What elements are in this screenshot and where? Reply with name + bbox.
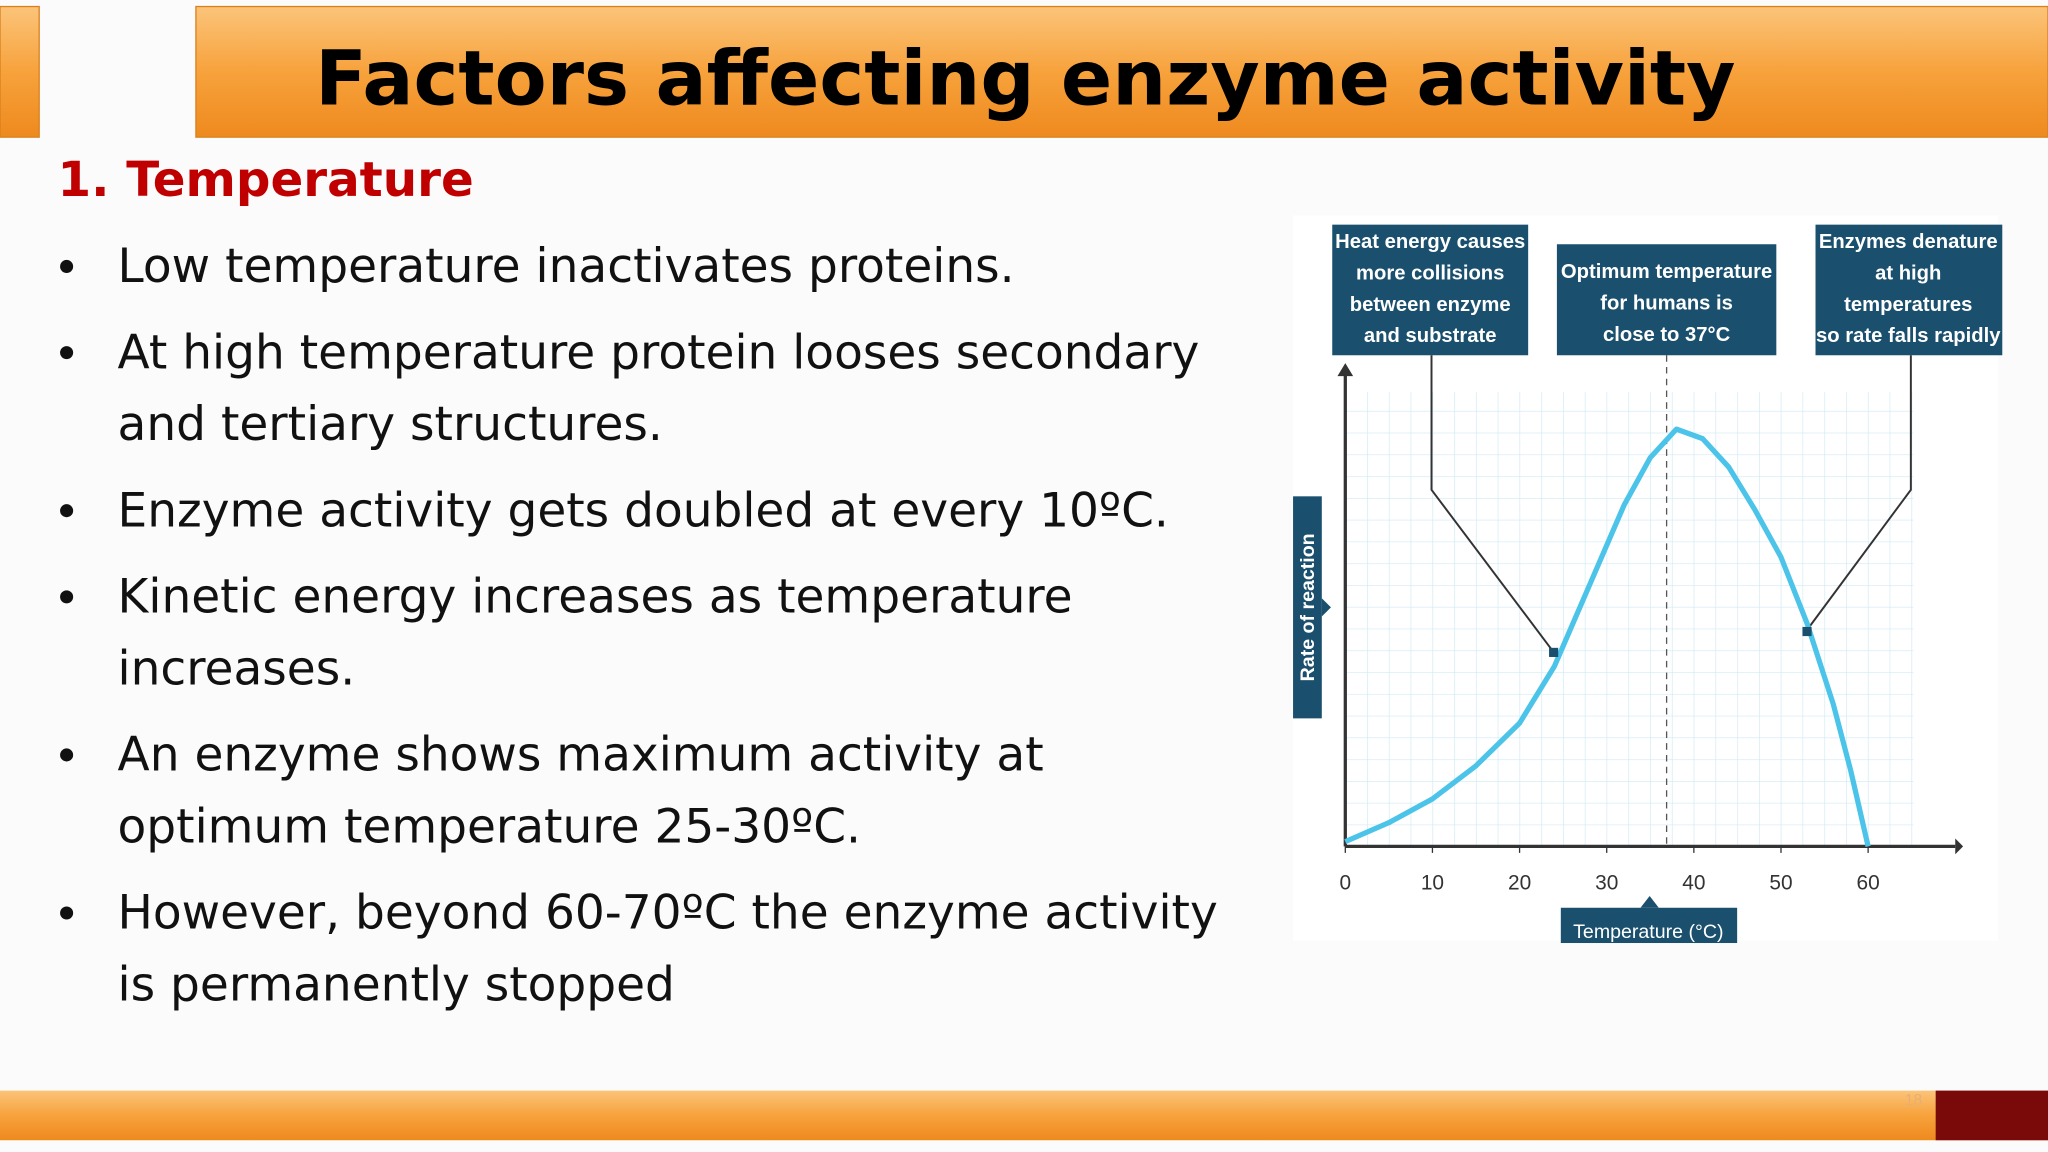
bullet [60, 259, 74, 273]
footer-block [1935, 1090, 2048, 1141]
annotation-box [1815, 224, 2003, 356]
bullet [60, 590, 74, 604]
x-axis-label: Temperature (°C) [1573, 921, 1723, 943]
grid [1345, 391, 1914, 847]
section-heading: 1. Temperature [57, 152, 473, 208]
y-axis-label: Rate of reaction [1297, 533, 1319, 681]
bullet-text: However, beyond 60-70ºC the enzyme activ… [118, 886, 1218, 941]
x-label-box [1560, 907, 1738, 944]
left-tab [0, 5, 40, 138]
footer-bar [0, 1090, 2048, 1141]
connector [1805, 355, 1912, 632]
bullet-text: Low temperature inactivates proteins. [118, 239, 1015, 294]
x-tick-label: 0 [1339, 871, 1351, 894]
x-tick-label: 50 [1769, 871, 1792, 894]
annotation-text: at high [1875, 263, 1941, 285]
annotation-text: and substrate [1364, 325, 1497, 347]
bullet [60, 906, 74, 920]
bullet-text: Kinetic energy increases as temperature [118, 570, 1073, 625]
bullet [60, 346, 74, 360]
bullet-text: At high temperature protein looses secon… [118, 325, 1200, 380]
bullet-text: optimum temperature 25-30ºC. [118, 799, 861, 854]
annotation-text: more collisions [1356, 263, 1504, 285]
annotation-text: Optimum temperature [1561, 261, 1772, 283]
marker [1549, 647, 1559, 657]
bullet [60, 504, 74, 518]
bullet-text: Enzyme activity gets doubled at every 10… [118, 483, 1169, 538]
annotation-text: close to 37°C [1603, 324, 1731, 346]
x-tick-label: 40 [1682, 871, 1705, 894]
annotation-box [1556, 244, 1777, 356]
annotation-box [1332, 224, 1529, 356]
slide-title: Factors affecting enzyme activity [315, 34, 1735, 122]
y-label-pointer [1321, 598, 1331, 617]
slide-number: 18 [1905, 1092, 1923, 1109]
chart: Heat energy causes more collisions between… [1293, 215, 2003, 944]
bullet-text: and tertiary structures. [118, 397, 663, 452]
y-label-box [1293, 496, 1322, 719]
curve [1344, 426, 1871, 847]
annotations: Heat energy causes more collisions between… [1332, 224, 2003, 356]
annotation-text: so rate falls rapidly [1816, 325, 2001, 347]
annotation-text: temperatures [1844, 294, 1972, 316]
bullet-text: increases. [118, 641, 356, 696]
bullet [60, 748, 74, 762]
x-tick-label: 20 [1508, 871, 1531, 894]
bullet-list: Low temperature inactivates proteins. At … [60, 239, 1218, 1012]
annotation-text: between enzyme [1350, 294, 1511, 316]
x-arrow [1955, 838, 1964, 855]
bullet-text: is permanently stopped [118, 957, 675, 1012]
title-bar [195, 5, 2048, 138]
annotation-text: for humans is [1600, 293, 1733, 315]
x-label-pointer [1640, 896, 1659, 908]
annotation-text: Heat energy causes [1335, 231, 1525, 253]
bullet-text: An enzyme shows maximum activity at [118, 728, 1044, 783]
x-tick-label: 30 [1595, 871, 1618, 894]
marker [1802, 626, 1812, 637]
y-arrow [1337, 363, 1354, 377]
annotation-text: Enzymes denature [1819, 231, 1998, 253]
x-tick-label: 10 [1421, 871, 1444, 894]
x-tick-label: 60 [1857, 871, 1880, 894]
connector [1430, 355, 1556, 654]
